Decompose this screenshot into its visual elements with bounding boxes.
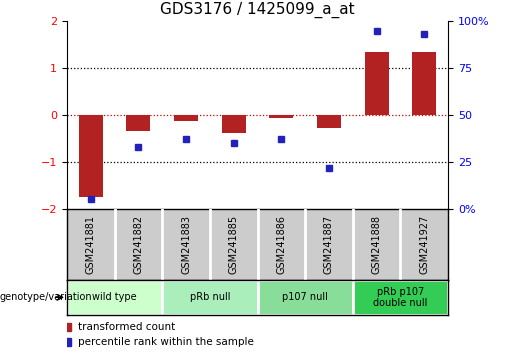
- Text: GSM241886: GSM241886: [277, 215, 286, 274]
- Bar: [317, 115, 341, 128]
- Text: transformed count: transformed count: [78, 321, 175, 332]
- Bar: [353, 280, 448, 315]
- Text: GSM241882: GSM241882: [133, 215, 143, 274]
- Text: pRb null: pRb null: [190, 292, 230, 302]
- Text: GSM241881: GSM241881: [86, 215, 96, 274]
- Title: GDS3176 / 1425099_a_at: GDS3176 / 1425099_a_at: [160, 2, 355, 18]
- Bar: [413, 52, 436, 115]
- Text: GSM241885: GSM241885: [229, 215, 238, 274]
- Bar: [174, 115, 198, 121]
- Bar: [127, 115, 150, 131]
- Bar: [162, 280, 258, 315]
- Text: percentile rank within the sample: percentile rank within the sample: [78, 337, 253, 348]
- Bar: [67, 280, 162, 315]
- Bar: [258, 280, 353, 315]
- Bar: [79, 115, 102, 197]
- Text: GSM241883: GSM241883: [181, 215, 191, 274]
- Text: GSM241888: GSM241888: [372, 215, 382, 274]
- Text: pRb p107
double null: pRb p107 double null: [373, 286, 427, 308]
- Text: wild type: wild type: [92, 292, 137, 302]
- Bar: [222, 115, 246, 133]
- Bar: [269, 115, 293, 118]
- Text: GSM241927: GSM241927: [419, 215, 429, 274]
- Text: GSM241887: GSM241887: [324, 215, 334, 274]
- Text: p107 null: p107 null: [282, 292, 328, 302]
- Text: genotype/variation: genotype/variation: [0, 292, 93, 302]
- Bar: [365, 52, 388, 115]
